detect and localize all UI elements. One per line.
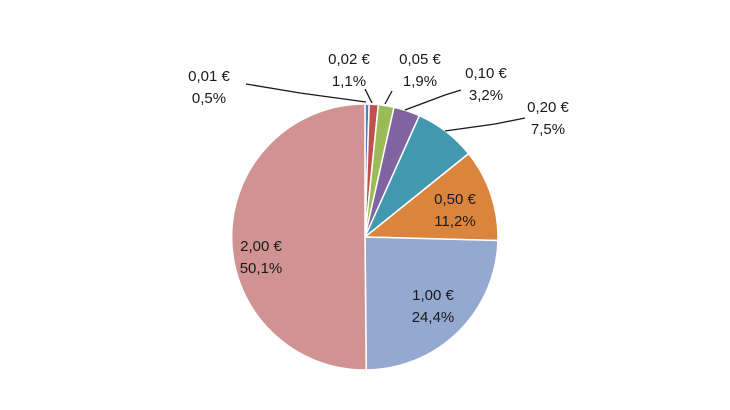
leader-line-0 <box>245 83 367 103</box>
slice-percent-label: 1,9% <box>403 73 437 90</box>
slice-label-4: 0,20 € 7,5% <box>527 99 569 138</box>
slice-category-label: 1,00 € <box>412 287 454 304</box>
slice-label-2: 0,05 € 1,9% <box>399 51 441 90</box>
pie-slice-7 <box>230 103 368 371</box>
pie-slices <box>230 103 499 371</box>
slice-label-1: 0,02 € 1,1% <box>328 51 370 90</box>
slice-percent-label: 24,4% <box>412 309 455 326</box>
slice-category-label: 0,50 € <box>434 191 476 208</box>
slice-percent-label: 3,2% <box>469 87 503 104</box>
leader-lines <box>245 83 526 132</box>
slice-category-label: 0,20 € <box>527 99 569 116</box>
slice-label-5: 0,50 € 11,2% <box>434 191 476 230</box>
leader-line-3 <box>404 89 462 111</box>
slice-label-3: 0,10 € 3,2% <box>465 65 507 104</box>
leader-line-2 <box>384 90 393 105</box>
slice-category-label: 0,02 € <box>328 51 370 68</box>
slice-label-0: 0,01 € 0,5% <box>188 68 230 107</box>
slice-label-7: 2,00 € 50,1% <box>240 238 283 277</box>
slice-category-label: 0,01 € <box>188 68 230 85</box>
slice-percent-label: 7,5% <box>531 121 565 138</box>
leader-line-4 <box>444 117 526 132</box>
slice-category-label: 2,00 € <box>240 238 282 255</box>
slice-percent-label: 1,1% <box>332 73 366 90</box>
slice-percent-label: 0,5% <box>192 90 226 107</box>
pie-slice-5 <box>362 152 499 242</box>
slice-category-label: 0,10 € <box>465 65 507 82</box>
slice-category-label: 0,05 € <box>399 51 441 68</box>
leader-line-1 <box>364 88 373 104</box>
slice-labels: 0,01 € 0,5% 0,02 € 1,1% 0,05 € 1,9% 0,10 € 3,2%… <box>188 51 569 326</box>
slice-percent-label: 50,1% <box>240 260 283 277</box>
slice-percent-label: 11,2% <box>434 213 475 230</box>
slice-label-6: 1,00 € 24,4% <box>412 287 455 326</box>
pie-slice-6 <box>364 236 499 371</box>
